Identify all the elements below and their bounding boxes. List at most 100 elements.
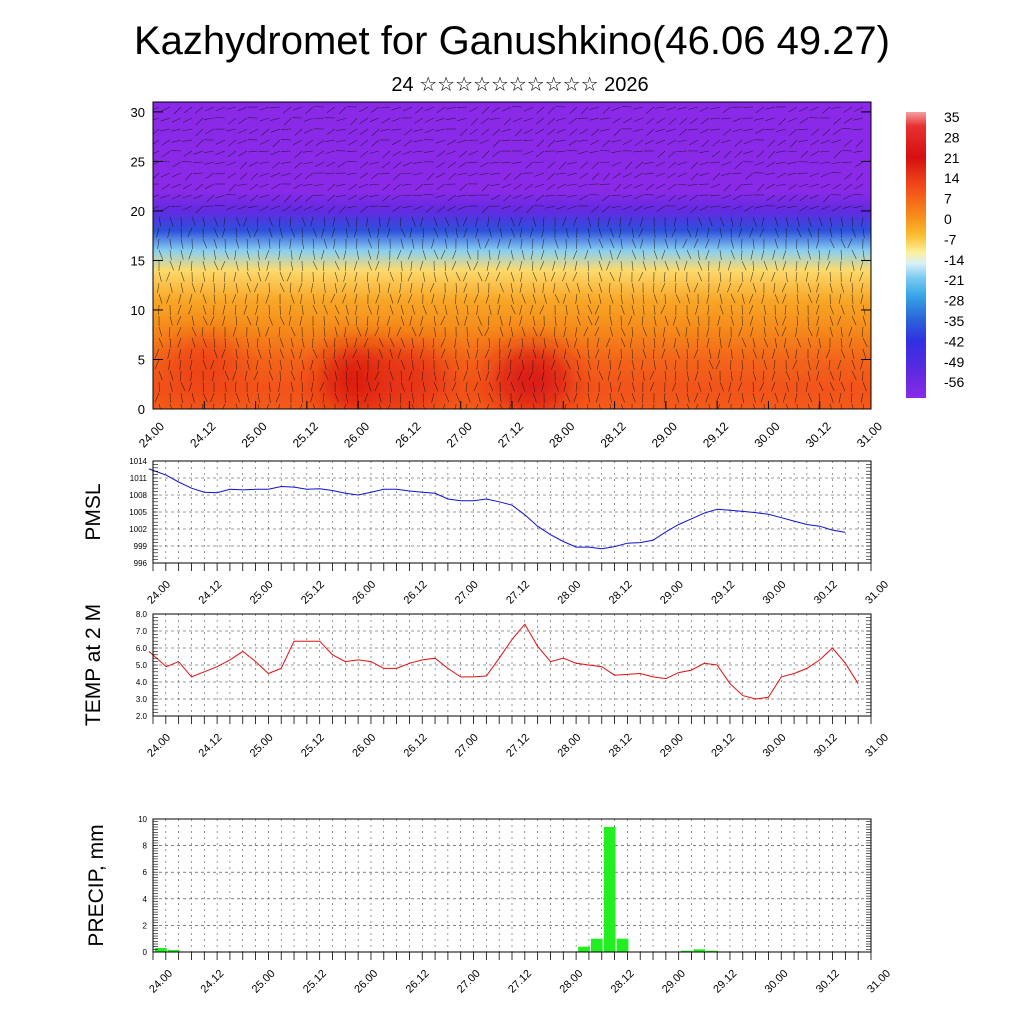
wind-barb [840,381,846,392]
wind-barb [468,172,479,177]
wind-barb [523,150,534,155]
wind-barb [169,381,173,392]
wind-barb [547,161,556,169]
wind-barb [312,326,314,338]
wind-barb [158,216,162,227]
wind-barb [481,183,490,192]
x-tick-label: 26.12 [402,732,430,760]
wind-barb [201,326,204,337]
wind-barb [485,271,490,282]
wind-barb [609,381,612,392]
wind-barb [244,293,248,304]
wind-barb [290,260,294,271]
wind-barb [763,403,765,409]
wind-barb [226,128,237,132]
colorbar-label: -35 [944,313,964,329]
wind-barb [675,403,677,409]
wind-barb [796,315,798,327]
wind-barb [532,315,536,326]
wind-barb [356,216,358,228]
wind-barb [224,271,226,283]
wind-barb [323,315,325,327]
wind-barb [785,271,788,282]
wind-barb [673,337,677,348]
wind-barb [280,150,292,152]
wind-barb [519,260,523,271]
wind-barb [562,216,567,227]
wind-barb [844,139,853,147]
wind-barb [435,128,446,132]
wind-barb [686,392,690,403]
wind-barb [666,106,677,111]
wind-barb [623,117,633,124]
wind-barb [477,392,481,403]
wind-barb [668,117,677,125]
wind-barb [457,139,468,143]
wind-barb [182,205,193,211]
wind-barb [719,271,722,283]
wind-barb [756,183,765,192]
wind-barb [587,216,591,227]
wind-barb [402,205,413,209]
wind-barb [301,227,304,239]
x-tick-label: 27.00 [453,579,481,607]
wind-barb [256,293,259,304]
wind-barb [728,392,732,403]
wind-barb [765,183,776,189]
wind-barb [556,139,567,142]
wind-barb [270,150,281,156]
wind-barb [268,227,273,238]
wind-barb [210,315,215,326]
wind-barb [563,260,567,271]
wind-barb [169,370,174,381]
wind-barb [809,194,820,200]
wind-barb [805,271,809,282]
wind-barb [853,205,864,209]
wind-barb [843,106,853,113]
wind-barb [710,205,721,208]
wind-barb [710,161,721,164]
wind-barb [436,161,446,168]
wind-barb [496,370,501,381]
wind-barb [312,227,318,238]
wind-barb [331,227,336,238]
x-tick-label: 30.12 [812,579,840,607]
wind-barb [473,381,479,392]
wind-barb [322,271,325,283]
wind-barb [160,117,171,122]
wind-barb [677,183,688,186]
wind-barb [409,227,413,238]
wind-barb [286,271,292,282]
wind-barb [796,370,800,381]
wind-barb [360,161,369,169]
wind-barb [180,370,182,382]
wind-barb [213,337,215,349]
wind-barb [323,216,326,227]
wind-barb [690,161,699,170]
x-tick-label: 31.00 [863,732,891,760]
wind-barb [266,260,270,271]
wind-barb [492,139,501,148]
wind-barb [719,249,722,260]
wind-barb [327,205,336,214]
wind-barb [851,359,856,370]
x-tick-label: 27.00 [455,968,483,996]
wind-barb [359,172,369,179]
y-tick-label: 6.0 [136,644,148,653]
wind-barb [179,359,182,370]
wind-barb [484,238,490,249]
wind-barb [420,216,424,227]
wind-barb [852,194,864,196]
wind-barb [312,293,315,304]
wind-barb [503,172,512,181]
wind-barb [587,238,592,249]
wind-barb [235,381,237,393]
x-tick-label: 29.00 [658,579,686,607]
wind-barb [788,106,798,113]
wind-barb [355,304,358,315]
wind-barb [446,117,457,120]
wind-barb [642,392,644,404]
wind-barb [393,161,402,169]
wind-barb [423,183,435,185]
wind-barb [191,326,197,337]
